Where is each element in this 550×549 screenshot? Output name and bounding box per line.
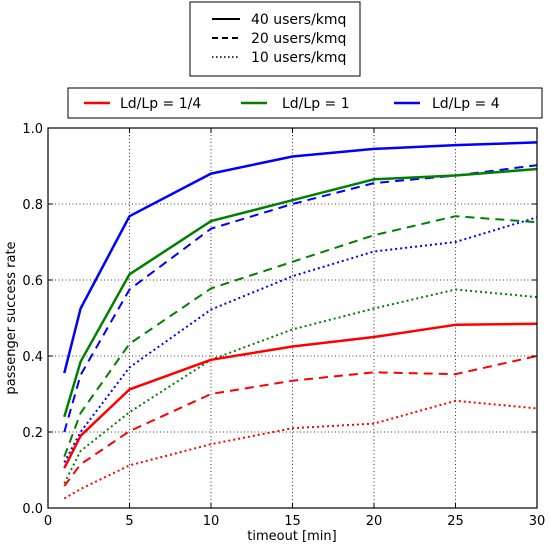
y-tick-label: 0.6: [22, 274, 43, 289]
x-tick-label: 10: [203, 514, 220, 529]
legend-ratio-label: Ld/Lp = 1: [282, 96, 350, 112]
y-tick-label: 0.4: [22, 350, 43, 365]
ticks: 0 5 10 15 20 25 30 0.0 0.2 0.4 0.6 0.8 1.0: [22, 122, 545, 529]
legend-density-label: 20 users/kmq: [251, 31, 346, 47]
series-line-008000-solid: [63, 167, 538, 418]
series-line-0000ff-solid: [63, 141, 538, 374]
x-tick-label: 15: [284, 514, 301, 529]
y-tick-label: 0.0: [22, 502, 43, 517]
legend-ratio-frame: [67, 87, 543, 119]
series-line-ff0000-dashed: [63, 355, 538, 487]
y-tick-label: 0.8: [22, 198, 43, 213]
x-axis-label: timeout [min]: [247, 529, 336, 544]
y-axis-label: passenger success rate: [4, 241, 19, 394]
y-tick-label: 1.0: [22, 122, 43, 137]
legend-ratio: Ld/Lp = 1/4 Ld/Lp = 1 Ld/Lp = 4: [67, 87, 543, 119]
x-tick-label: 5: [125, 514, 133, 529]
x-tick-label: 20: [366, 514, 383, 529]
y-tick-label: 0.2: [22, 426, 43, 441]
legend-ratio-label: Ld/Lp = 4: [432, 96, 500, 112]
x-tick-label: 30: [529, 514, 546, 529]
series-line-ff0000-solid: [63, 322, 538, 469]
x-tick-label: 0: [44, 514, 52, 529]
legend-density-frame: [189, 1, 361, 77]
series-line-008000-dotted: [63, 288, 538, 484]
series-group: [63, 141, 538, 500]
legend-ratio-label: Ld/Lp = 1/4: [120, 96, 201, 112]
x-tick-label: 25: [447, 514, 464, 529]
legend-density-label: 40 users/kmq: [251, 12, 346, 28]
legend-density: 40 users/kmq 20 users/kmq 10 users/kmq: [189, 1, 361, 77]
grid: [48, 128, 537, 508]
series-line-008000-dashed: [63, 215, 538, 458]
legend-density-label: 10 users/kmq: [251, 50, 346, 66]
